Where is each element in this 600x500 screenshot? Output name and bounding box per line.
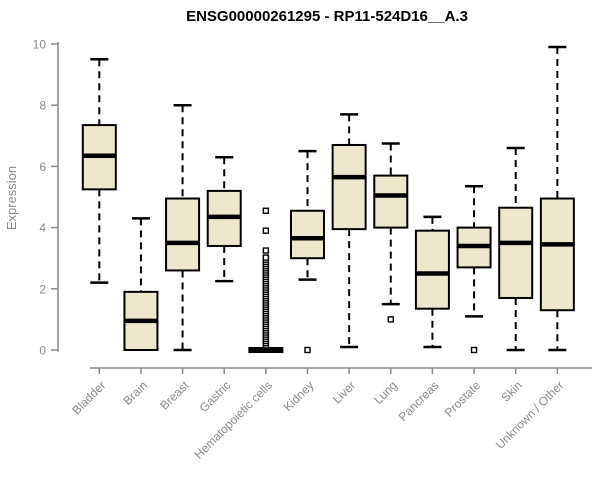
iqr-box (498, 206, 534, 299)
category-label-kidney: Kidney (281, 378, 317, 414)
y-tick-label: 6 (39, 160, 46, 174)
y-tick-label: 0 (39, 344, 46, 358)
iqr-box (290, 209, 325, 260)
box-gastric (206, 155, 242, 283)
iqr-box (373, 174, 409, 229)
category-label-gastric: Gastric (197, 378, 234, 415)
box-skin (498, 146, 534, 352)
box-unknown-other (539, 45, 575, 352)
category-label-brain: Brain (120, 378, 150, 408)
y-axis-label: Expression (4, 166, 19, 230)
outlier-point (262, 207, 270, 214)
iqr-box (539, 197, 575, 312)
box-bladder (81, 58, 117, 284)
category-label-pancreas: Pancreas (396, 378, 442, 424)
category-label-prostate: Prostate (442, 378, 484, 420)
iqr-box (165, 197, 201, 272)
box-pancreas (414, 215, 450, 349)
plot-area: 0 2 4 6 8 10 Bladder Brain Breast GastricHematopo… (33, 38, 592, 462)
category-label-skin: Skin (498, 378, 524, 404)
iqr-box (331, 143, 367, 231)
outlier-point (262, 254, 270, 261)
box-kidney (290, 149, 325, 354)
box-lung (373, 142, 409, 323)
box-brain (123, 217, 159, 351)
y-tick-label: 4 (39, 221, 46, 235)
y-tick-label: 10 (33, 38, 47, 52)
category-label-lung: Lung (371, 378, 400, 407)
box-prostate (456, 185, 492, 354)
category-label-hematopoietic-cells: Hematopoietic cells (192, 378, 275, 461)
category-label-liver: Liver (330, 378, 358, 406)
box-liver (331, 113, 367, 349)
collapsed-box (248, 347, 284, 353)
box-breast (165, 103, 201, 352)
category-label-breast: Breast (157, 378, 192, 413)
chart-title: ENSG00000261295 - RP11-524D16__A.3 (186, 8, 468, 25)
outlier-point (262, 227, 270, 234)
box-hematopoietic-cells (248, 207, 284, 353)
outlier-point (470, 346, 478, 354)
outlier-point (262, 247, 270, 254)
category-label-bladder: Bladder (69, 378, 108, 417)
y-tick-label: 2 (39, 282, 46, 296)
iqr-box (414, 229, 450, 310)
y-tick-label: 8 (39, 99, 46, 113)
outlier-point (387, 316, 394, 323)
y-axis: 0 2 4 6 8 10 (33, 38, 59, 358)
outlier-point (304, 346, 311, 354)
